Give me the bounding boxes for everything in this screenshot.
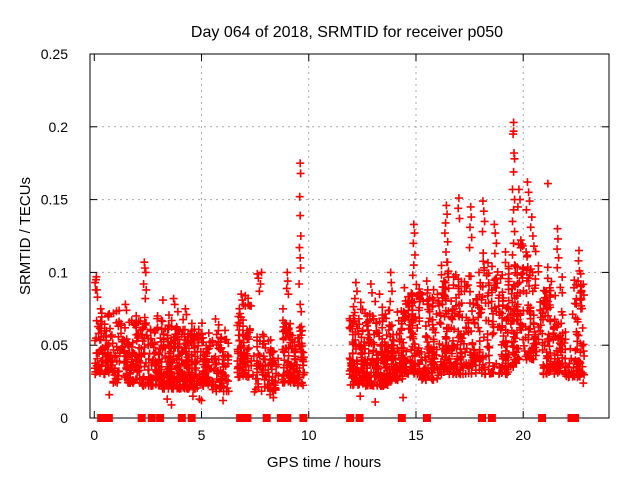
x-tick-label-15: 15 [408, 427, 424, 443]
y-tick-label-0.25: 0.25 [41, 46, 68, 62]
zero-marker [276, 414, 285, 422]
y-tick-label-0.15: 0.15 [41, 192, 68, 208]
zero-marker [538, 414, 547, 422]
zero-marker [236, 414, 245, 422]
data-layer [90, 118, 589, 422]
zero-marker [299, 414, 308, 422]
zero-marker [177, 414, 186, 422]
zero-marker [478, 414, 487, 422]
tick-layer [90, 53, 609, 419]
zero-marker [355, 414, 364, 422]
y-tick-label-0.1: 0.1 [49, 264, 69, 280]
zero-marker [262, 414, 271, 422]
x-axis-label: GPS time / hours [267, 454, 381, 471]
y-tick-label-0: 0 [60, 410, 68, 426]
zero-marker [187, 414, 196, 422]
zero-marker [422, 414, 431, 422]
zero-marker [156, 414, 165, 422]
y-tick-label-0.05: 0.05 [41, 337, 68, 353]
y-axis-label: SRMTID / TECUs [17, 177, 34, 295]
x-tick-label-20: 20 [515, 427, 531, 443]
label-layer: 0 5 10 15 20 0 0.05 0.1 0.15 0.2 0.25 [41, 46, 531, 443]
zero-marker [243, 414, 252, 422]
zero-marker [104, 414, 113, 422]
y-tick-label-0.2: 0.2 [49, 119, 69, 135]
zero-marker [147, 414, 156, 422]
x-tick-label-10: 10 [301, 427, 317, 443]
zero-marker [487, 414, 496, 422]
chart-title: Day 064 of 2018, SRMTID for receiver p05… [191, 24, 503, 41]
zero-marker [571, 414, 580, 422]
scatter-points [90, 118, 589, 409]
zero-marker [137, 414, 146, 422]
zero-marker [397, 414, 406, 422]
x-tick-label-5: 5 [198, 427, 206, 443]
x-tick-label-0: 0 [90, 427, 98, 443]
zero-marker [346, 414, 355, 422]
zero-marker [283, 414, 292, 422]
